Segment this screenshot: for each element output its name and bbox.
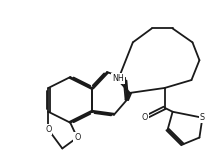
Text: O: O xyxy=(142,113,148,122)
Text: O: O xyxy=(45,125,51,134)
Text: NH: NH xyxy=(112,74,124,83)
Text: O: O xyxy=(74,133,80,142)
Text: S: S xyxy=(200,113,205,122)
